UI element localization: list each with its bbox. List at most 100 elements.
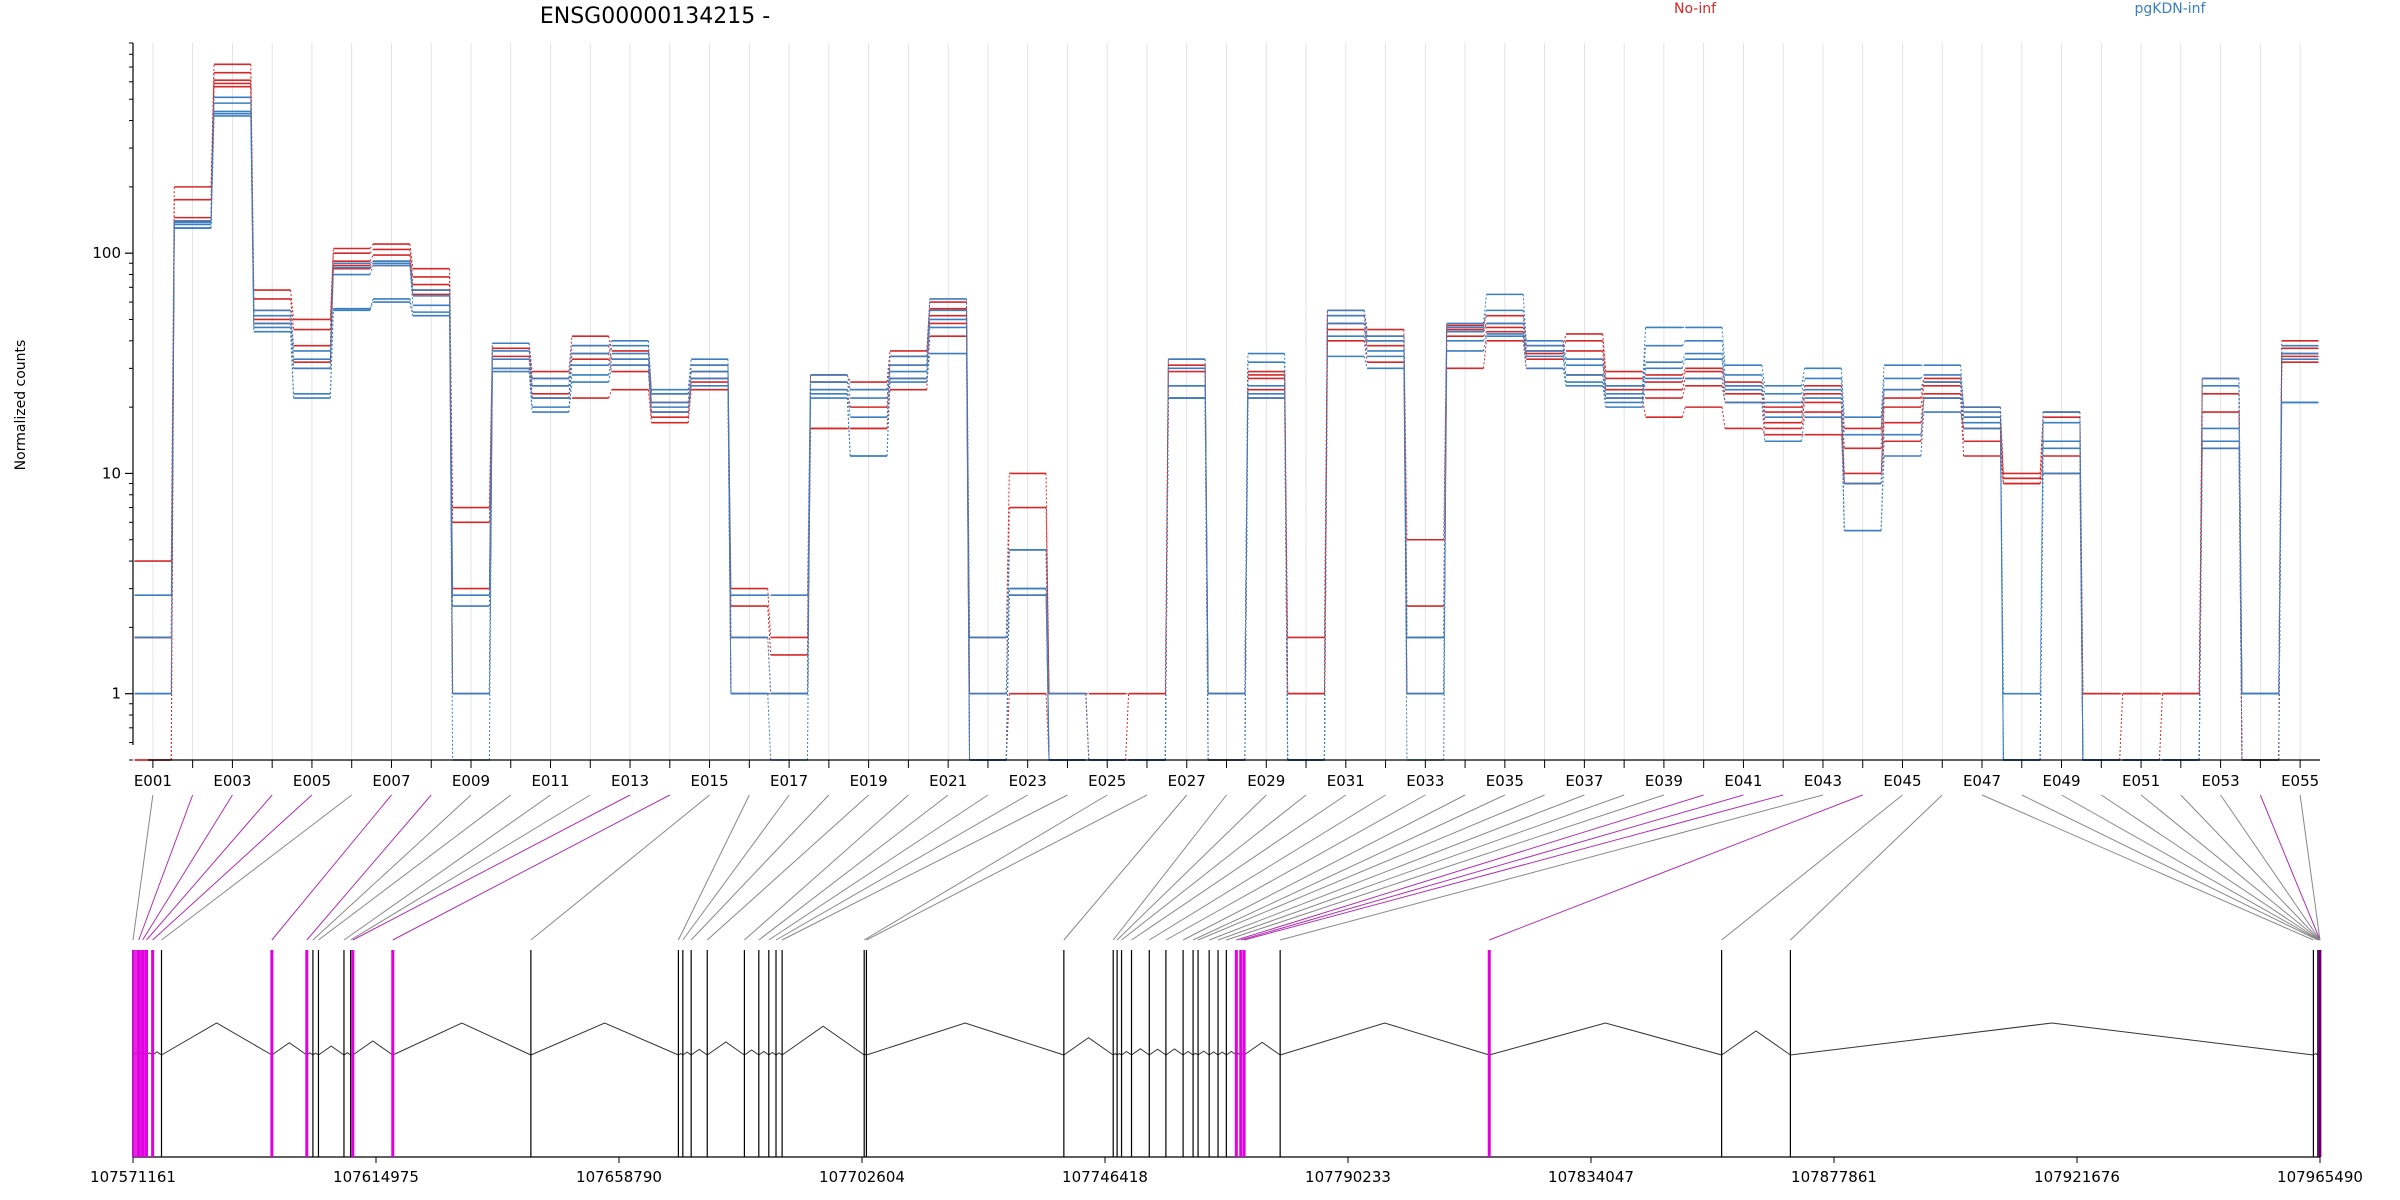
data-connector xyxy=(568,381,573,413)
data-connector xyxy=(608,336,613,352)
connector-e008 xyxy=(306,794,432,941)
gene-model: 107571161 107614975 107658790 107702604 1077… xyxy=(90,950,2363,1186)
data-connector xyxy=(1363,336,1368,357)
data-connector xyxy=(369,265,374,275)
data-connector xyxy=(369,243,374,249)
data-connector xyxy=(2039,455,2044,484)
data-connector xyxy=(1681,340,1686,346)
x-tick-label: E035 xyxy=(1486,772,1524,790)
data-connector xyxy=(1880,407,1885,474)
connector-e019 xyxy=(706,794,869,941)
intron-line xyxy=(1197,1050,1210,1056)
connector-e032 xyxy=(1149,794,1386,941)
intron-line xyxy=(775,1052,783,1056)
data-connector xyxy=(1721,378,1726,403)
data-connector xyxy=(528,348,533,379)
intron-line xyxy=(690,1048,708,1056)
data-connector xyxy=(886,389,891,429)
genome-tick-label: 107834047 xyxy=(1548,1168,1634,1186)
connector-e022 xyxy=(768,794,989,941)
intron-line xyxy=(1112,1053,1118,1056)
intron-line xyxy=(1489,1022,1722,1056)
data-connector xyxy=(1482,336,1487,352)
data-connector xyxy=(1164,371,1169,761)
data-connector xyxy=(1482,315,1487,326)
data-connector xyxy=(2278,402,2283,694)
data-connector xyxy=(1085,693,1090,761)
data-connector xyxy=(409,255,414,285)
data-connector xyxy=(290,331,295,399)
data-connector xyxy=(1761,365,1766,386)
x-tick-label: E023 xyxy=(1009,772,1047,790)
data-connector xyxy=(687,371,692,403)
data-connector xyxy=(886,350,891,383)
intron-line xyxy=(2313,1052,2319,1056)
data-connector xyxy=(1721,407,1726,429)
connector-e029 xyxy=(1116,794,1267,941)
x-tick-label: E015 xyxy=(691,772,729,790)
y-tick-label: 1 xyxy=(111,685,121,703)
data-connector xyxy=(1960,411,1965,429)
data-connector xyxy=(846,389,851,408)
intron-line xyxy=(866,1022,1065,1056)
data-connector xyxy=(528,343,533,379)
data-connector xyxy=(1960,397,1965,423)
connector-e013 xyxy=(352,794,631,941)
x-tick-label: E031 xyxy=(1327,772,1365,790)
data-connector xyxy=(1483,323,1487,330)
data-connector xyxy=(926,319,931,372)
connector-e025 xyxy=(863,794,1108,941)
intron-line xyxy=(312,1052,319,1056)
x-tick-label: E001 xyxy=(134,772,172,790)
connector-e048 xyxy=(2021,794,2319,941)
connector-e033 xyxy=(1165,794,1426,941)
connector-e037 xyxy=(1208,794,1585,941)
connector-e005 xyxy=(152,794,313,941)
data-connector xyxy=(1642,327,1647,386)
data-connector xyxy=(1960,397,1965,457)
connector-e024 xyxy=(781,794,1068,941)
connector-e003 xyxy=(142,794,233,941)
data-connector xyxy=(1761,428,1766,435)
data-connector xyxy=(1681,359,1686,369)
data-connector xyxy=(1005,693,1010,761)
data-connector xyxy=(1801,385,1806,408)
data-connector xyxy=(727,385,732,694)
intron-line xyxy=(161,1022,273,1056)
connector-e034 xyxy=(1182,794,1466,941)
intron-line xyxy=(1790,1022,2314,1056)
intron-line xyxy=(1165,1048,1184,1056)
data-connector xyxy=(1761,374,1766,394)
intron-line xyxy=(1131,1048,1150,1056)
x-tick-label: E025 xyxy=(1088,772,1126,790)
data-connector xyxy=(1920,374,1925,379)
data-connector xyxy=(1443,350,1448,761)
data-connector xyxy=(647,350,652,394)
connector-e010 xyxy=(318,794,512,941)
data-connector xyxy=(1920,385,1925,408)
data-connector xyxy=(170,228,175,694)
data-connector xyxy=(1363,323,1368,351)
connector-e035 xyxy=(1192,794,1506,941)
data-connector xyxy=(1721,359,1726,390)
data-connector xyxy=(488,371,493,761)
connector-e042 xyxy=(1243,794,1784,941)
data-connector xyxy=(528,350,533,386)
intron-line xyxy=(1226,1050,1237,1056)
connector-e028 xyxy=(1112,794,1227,941)
data-connector xyxy=(2278,402,2283,761)
connector-e052 xyxy=(2180,794,2321,941)
y-tick-label: 100 xyxy=(92,244,121,262)
intron-line xyxy=(1121,1050,1132,1056)
data-connector xyxy=(1522,315,1527,346)
connector-e041 xyxy=(1240,794,1744,941)
series-pgkdn-inf-9 xyxy=(134,115,2319,761)
x-tick-label: E051 xyxy=(2122,772,2160,790)
data-connector xyxy=(1602,359,1607,386)
connector-e015 xyxy=(530,794,710,941)
data-connector xyxy=(409,265,414,306)
data-connector xyxy=(1045,595,1050,761)
data-connector xyxy=(1642,362,1647,399)
data-connector xyxy=(1602,381,1607,403)
